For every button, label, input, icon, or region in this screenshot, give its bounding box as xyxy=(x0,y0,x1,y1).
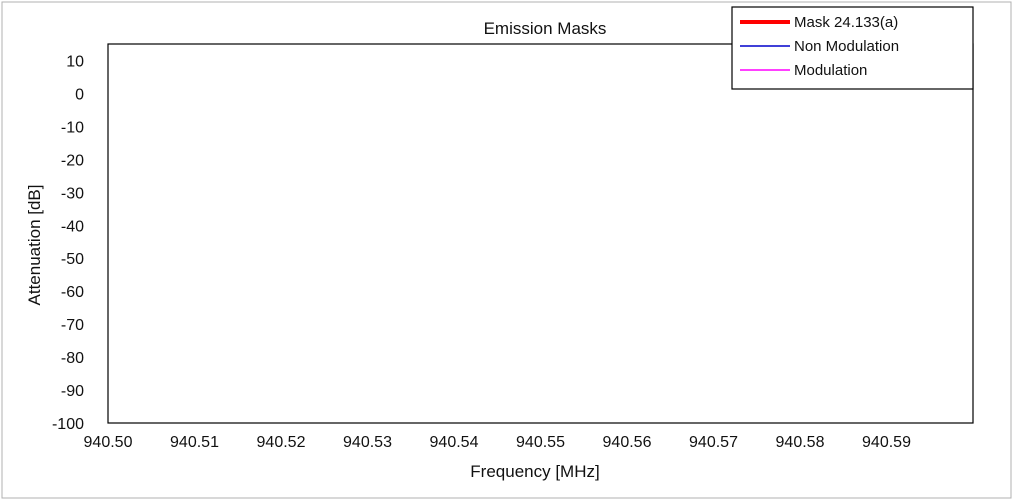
legend-item-modulation: Modulation xyxy=(740,62,867,79)
plot-area xyxy=(107,43,974,424)
legend-label: Mask 24.133(a) xyxy=(794,14,898,31)
legend-item-non-modulation: Non Modulation xyxy=(740,38,899,55)
y-tick-label: -70 xyxy=(61,317,84,334)
y-tick-label: -80 xyxy=(61,350,84,367)
x-tick-label: 940.57 xyxy=(689,434,738,451)
y-tick-label: -90 xyxy=(61,383,84,400)
y-tick-label: -60 xyxy=(61,284,84,301)
y-tick-label: 0 xyxy=(75,86,84,103)
x-tick-label: 940.54 xyxy=(430,434,479,451)
legend-item-mask: Mask 24.133(a) xyxy=(740,14,898,31)
y-tick-label: 10 xyxy=(66,53,84,70)
x-tick-label: 940.53 xyxy=(343,434,392,451)
x-tick-label: 940.51 xyxy=(170,434,219,451)
x-tick-label: 940.59 xyxy=(862,434,911,451)
axes: 940.50 940.51 940.52 940.53 940.54 940.55 940.… xyxy=(52,43,974,451)
y-tick-label: -50 xyxy=(61,251,84,268)
x-tick-label: 940.55 xyxy=(516,434,565,451)
y-tick-label: -40 xyxy=(61,218,84,235)
chart-title: Emission Masks xyxy=(484,19,607,38)
y-axis-title: Attenuation [dB] xyxy=(25,185,44,306)
legend-label: Non Modulation xyxy=(794,38,899,55)
x-tick-label: 940.58 xyxy=(776,434,825,451)
x-tick-label: 940.50 xyxy=(84,434,133,451)
y-tick-label: -10 xyxy=(61,119,84,136)
x-tick-label: 940.52 xyxy=(257,434,306,451)
x-tick-label: 940.56 xyxy=(603,434,652,451)
y-tick-label: -20 xyxy=(61,152,84,169)
y-tick-label: -30 xyxy=(61,185,84,202)
legend: Mask 24.133(a) Non Modulation Modulation xyxy=(731,6,974,90)
y-tick-label: -100 xyxy=(52,416,84,433)
x-axis-title: Frequency [MHz] xyxy=(470,462,599,481)
legend-label: Modulation xyxy=(794,62,867,79)
